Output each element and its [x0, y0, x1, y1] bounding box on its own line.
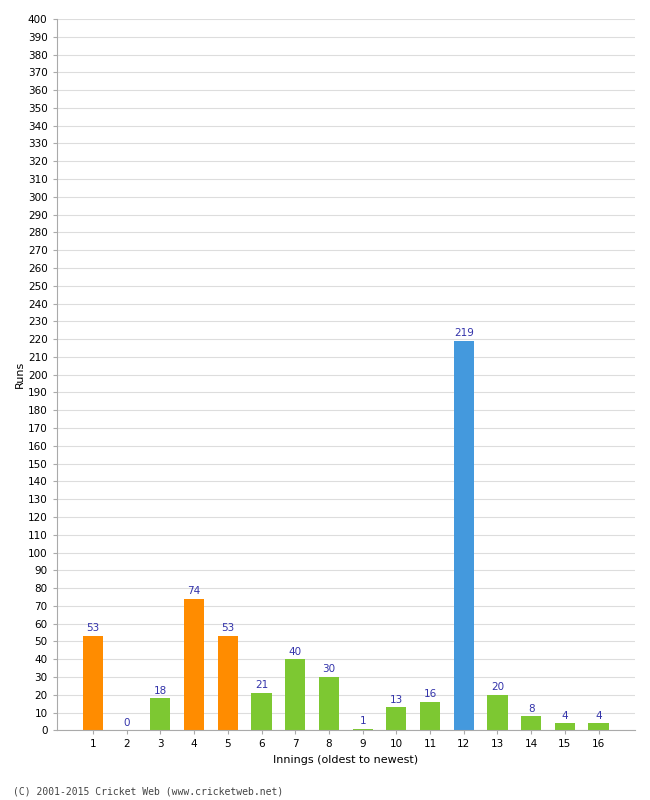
Bar — [521, 716, 541, 730]
Text: 18: 18 — [154, 686, 167, 696]
Bar — [554, 723, 575, 730]
Text: 53: 53 — [86, 623, 99, 634]
Text: 16: 16 — [423, 690, 437, 699]
Text: 219: 219 — [454, 328, 474, 338]
Text: 74: 74 — [187, 586, 201, 596]
Bar — [488, 695, 508, 730]
Text: 1: 1 — [359, 716, 366, 726]
Bar — [386, 707, 406, 730]
Text: 30: 30 — [322, 664, 335, 674]
Text: 8: 8 — [528, 703, 534, 714]
Bar — [252, 693, 272, 730]
X-axis label: Innings (oldest to newest): Innings (oldest to newest) — [273, 755, 419, 765]
Bar — [83, 636, 103, 730]
Text: 20: 20 — [491, 682, 504, 692]
Text: 4: 4 — [562, 710, 568, 721]
Text: (C) 2001-2015 Cricket Web (www.cricketweb.net): (C) 2001-2015 Cricket Web (www.cricketwe… — [13, 786, 283, 796]
Bar — [318, 677, 339, 730]
Bar — [285, 659, 306, 730]
Bar — [588, 723, 608, 730]
Bar — [218, 636, 238, 730]
Bar — [420, 702, 440, 730]
Y-axis label: Runs: Runs — [15, 361, 25, 388]
Text: 21: 21 — [255, 680, 268, 690]
Text: 53: 53 — [221, 623, 235, 634]
Bar — [454, 341, 474, 730]
Text: 13: 13 — [390, 694, 403, 705]
Text: 0: 0 — [124, 718, 130, 728]
Text: 40: 40 — [289, 646, 302, 657]
Bar — [150, 698, 170, 730]
Bar — [184, 599, 204, 730]
Text: 4: 4 — [595, 710, 602, 721]
Bar — [352, 729, 372, 730]
